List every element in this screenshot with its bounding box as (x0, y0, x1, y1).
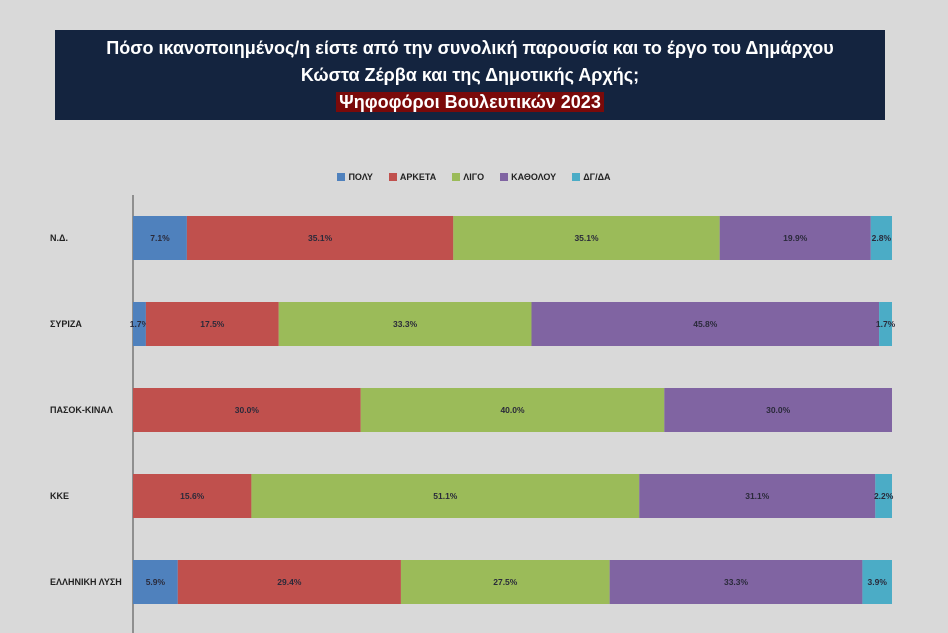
data-label: 5.9% (146, 577, 166, 587)
legend-label: ΔΓ/ΔΑ (583, 172, 611, 182)
data-label: 29.4% (277, 577, 302, 587)
category-label: ΕΛΛΗΝΙΚΗ ΛΥΣΗ (50, 577, 122, 587)
data-label: 1.7% (130, 319, 150, 329)
bar-segment (251, 474, 640, 518)
legend-swatch (572, 173, 581, 181)
data-label: 33.3% (393, 319, 418, 329)
legend-swatch (388, 173, 397, 181)
bar-segment (133, 302, 146, 346)
bar-segment (133, 216, 187, 260)
legend-label: ΑΡΚΕΤΑ (399, 172, 437, 182)
legend-swatch (500, 173, 509, 181)
legend-item: ΚΑΘΟΛΟΥ (500, 172, 556, 182)
data-label: 3.9% (868, 577, 888, 587)
bar-segment (177, 560, 401, 604)
data-label: 19.9% (783, 233, 808, 243)
data-label: 35.1% (574, 233, 599, 243)
data-label: 31.1% (745, 491, 770, 501)
data-label: 15.6% (180, 491, 205, 501)
data-label: 7.1% (150, 233, 170, 243)
legend-item: ΛΙΓΟ (452, 172, 484, 182)
bar-segment (875, 474, 892, 518)
bar-segment (879, 302, 892, 346)
category-label: Ν.Δ. (50, 233, 68, 243)
legend-item: ΠΟΛΥ (337, 172, 373, 182)
data-label: 1.7% (876, 319, 896, 329)
bar-segment (360, 388, 665, 432)
legend-swatch (452, 173, 461, 181)
legend-item: ΑΡΚΕΤΑ (388, 172, 437, 182)
legend-label: ΚΑΘΟΛΟΥ (511, 172, 557, 182)
data-label: 2.8% (872, 233, 892, 243)
data-label: 30.0% (235, 405, 260, 415)
bar-segment (870, 216, 892, 260)
chart-legend: ΠΟΛΥ ΑΡΚΕΤΑ ΛΙΓΟ ΚΑΘΟΛΟΥ ΔΓ/ΔΑ (0, 172, 948, 182)
chart-title: Πόσο ικανοποιημένος/η είστε από την συνο… (55, 30, 885, 120)
legend-swatch (337, 173, 346, 181)
bar-segment (719, 216, 871, 260)
data-label: 35.1% (308, 233, 333, 243)
bar-segment (400, 560, 610, 604)
data-label: 2.2% (874, 491, 894, 501)
legend-item: ΔΓ/ΔΑ (572, 172, 611, 182)
bar-segment (133, 388, 361, 432)
data-label: 40.0% (500, 405, 525, 415)
data-label: 33.3% (724, 577, 749, 587)
bar-segment (862, 560, 892, 604)
bar-segment (609, 560, 863, 604)
legend-label: ΛΙΓΟ (463, 172, 485, 182)
data-label: 45.8% (693, 319, 718, 329)
bar-segment (133, 560, 178, 604)
data-label: 30.0% (766, 405, 791, 415)
bar-segment (145, 302, 279, 346)
bar-segment (133, 474, 252, 518)
category-label: ΚΚΕ (50, 491, 69, 501)
data-label: 17.5% (200, 319, 225, 329)
data-label: 51.1% (433, 491, 458, 501)
legend-label: ΠΟΛΥ (348, 172, 373, 182)
bar-segment (531, 302, 880, 346)
chart-subtitle: Ψηφοφόροι Βουλευτικών 2023 (336, 92, 604, 112)
title-line-2: Κώστα Ζέρβα και της Δημοτικής Αρχής; (300, 65, 640, 85)
bar-segment (639, 474, 876, 518)
bar-segment (453, 216, 720, 260)
data-label: 27.5% (493, 577, 518, 587)
category-label: ΠΑΣΟΚ-ΚΙΝΑΛ (50, 405, 113, 415)
bar-segment (186, 216, 454, 260)
title-line-1: Πόσο ικανοποιημένος/η είστε από την συνο… (106, 38, 834, 58)
bar-segment (664, 388, 892, 432)
bar-segment (278, 302, 532, 346)
category-label: ΣΥΡΙΖΑ (50, 319, 82, 329)
